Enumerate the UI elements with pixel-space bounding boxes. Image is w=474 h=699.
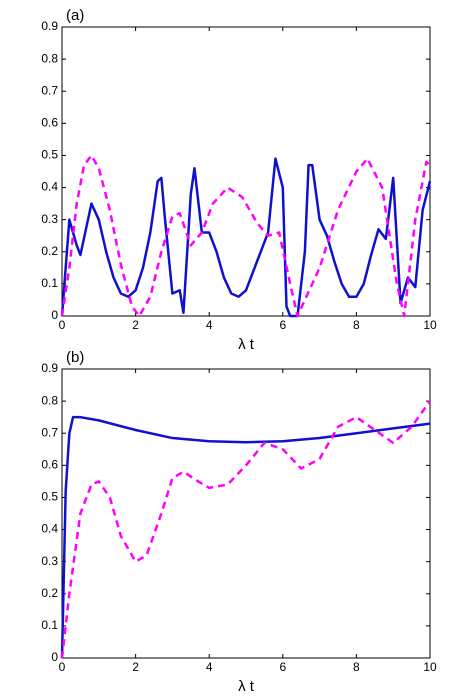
x-tick-label: 0 [59, 660, 66, 674]
y-tick-label: 0.2 [41, 586, 58, 600]
x-tick-label: 6 [279, 318, 286, 332]
y-tick-label: 0.6 [41, 116, 58, 130]
x-tick-label: 2 [132, 660, 139, 674]
y-tick-label: 0.7 [41, 425, 58, 439]
series-line [60, 157, 432, 318]
series-line [60, 415, 431, 659]
y-tick-label: 0.9 [41, 19, 58, 33]
y-tick-label: 0.7 [41, 83, 58, 97]
y-tick-label: 0.1 [41, 276, 58, 290]
series-line [60, 400, 432, 659]
y-tick-label: 0.5 [41, 490, 58, 504]
y-tick-label: 0 [51, 650, 58, 664]
y-tick-label: 0.4 [41, 522, 58, 536]
y-tick-label: 0.2 [41, 244, 58, 258]
plot-frame [61, 368, 431, 659]
x-tick-label: 6 [279, 660, 286, 674]
y-tick-label: 0.8 [41, 51, 58, 65]
x-tick-label: 4 [206, 660, 213, 674]
y-tick-label: 0.9 [41, 361, 58, 375]
panel-label: (b) [66, 349, 84, 366]
x-tick-label: 4 [206, 318, 213, 332]
y-tick-label: 0.4 [41, 180, 58, 194]
y-tick-label: 0.8 [41, 393, 58, 407]
y-tick-label: 0.3 [41, 554, 58, 568]
y-tick-label: 0.6 [41, 458, 58, 472]
y-tick-label: 0.5 [41, 148, 58, 162]
x-tick-label: 0 [59, 318, 66, 332]
x-tick-label: 8 [353, 660, 360, 674]
y-tick-label: 0.1 [41, 618, 58, 632]
x-axis-label: λ t [238, 336, 255, 353]
panel-label: (a) [66, 7, 84, 24]
x-tick-label: 2 [132, 318, 139, 332]
y-tick-label: 0.3 [41, 212, 58, 226]
x-tick-label: 8 [353, 318, 360, 332]
plot-frame [61, 26, 431, 317]
series-line [60, 154, 431, 318]
x-tick-label: 10 [423, 318, 437, 332]
y-tick-label: 0 [51, 308, 58, 322]
x-axis-label: λ t [238, 678, 255, 695]
x-tick-label: 10 [423, 660, 437, 674]
